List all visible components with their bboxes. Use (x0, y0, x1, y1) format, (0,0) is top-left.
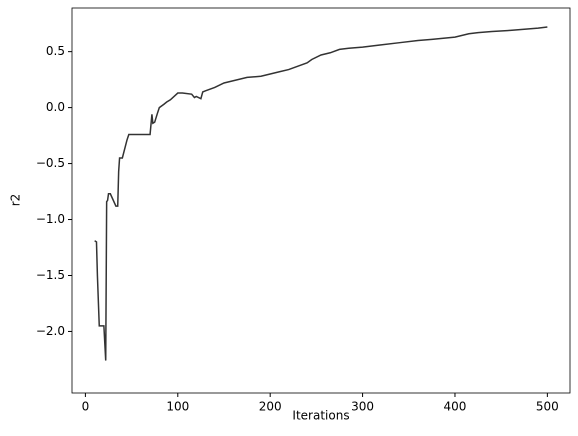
y-tick-label: −0.5 (36, 156, 65, 170)
x-tick-label: 300 (351, 400, 374, 414)
x-tick-label: 200 (259, 400, 282, 414)
y-tick-label: −1.5 (36, 268, 65, 282)
y-tick-label: −1.0 (36, 212, 65, 226)
x-tick-label: 500 (536, 400, 559, 414)
x-tick-label: 400 (444, 400, 467, 414)
x-tick-label: 0 (82, 400, 90, 414)
y-tick-label: 0.0 (46, 100, 65, 114)
x-axis-label: Iterations (292, 409, 349, 423)
y-axis-label: r2 (9, 194, 23, 207)
y-tick-label: −2.0 (36, 324, 65, 338)
plot-frame (71, 7, 571, 394)
data-line (94, 26, 548, 361)
y-tick-label: 0.5 (46, 44, 65, 58)
x-tick-label: 100 (166, 400, 189, 414)
